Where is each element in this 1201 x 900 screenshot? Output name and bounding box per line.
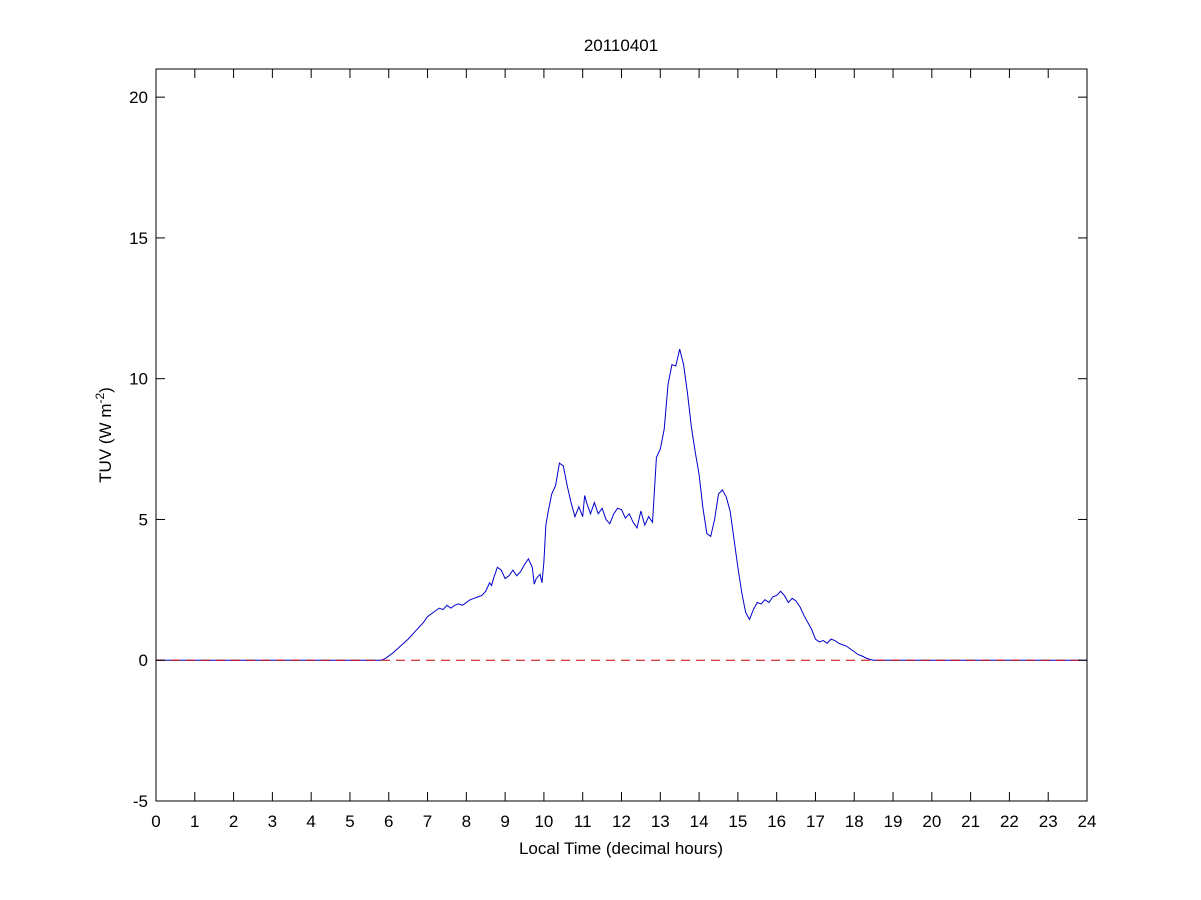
x-tick-label: 8 <box>462 812 471 831</box>
series-layer <box>156 349 1087 661</box>
plot-area: 0 1 2 3 4 5 6 7 8 9 10 11 12 13 14 15 16 17 18 19 20 21 22 23 24… <box>129 68 1096 831</box>
y-tick-label: 0 <box>139 651 148 670</box>
x-tick-label: 0 <box>151 812 160 831</box>
tuv-series-line <box>156 349 1087 661</box>
x-tick-label: 20 <box>922 812 941 831</box>
y-tick-label: 15 <box>129 229 148 248</box>
x-tick-label: 3 <box>268 812 277 831</box>
x-tick-label: 5 <box>345 812 354 831</box>
x-tick-label: 7 <box>423 812 432 831</box>
x-tick-label: 10 <box>534 812 553 831</box>
y-tick-label: 5 <box>139 510 148 529</box>
y-tick-label: -5 <box>133 792 148 811</box>
x-tick-label: 23 <box>1039 812 1058 831</box>
chart-title: 20110401 <box>584 36 658 55</box>
x-tick-label: 14 <box>690 812 709 831</box>
plot-background <box>156 69 1087 801</box>
x-tick-label: 1 <box>190 812 199 831</box>
x-tick-label: 16 <box>767 812 786 831</box>
x-tick-label: 4 <box>306 812 315 831</box>
x-axis-ticks: 0 1 2 3 4 5 6 7 8 9 10 11 12 13 14 15 16 17 18 19 20 21 22 23 24 <box>151 69 1096 831</box>
x-tick-label: 18 <box>845 812 864 831</box>
x-tick-label: 11 <box>574 812 592 831</box>
x-tick-label: 9 <box>500 812 509 831</box>
y-axis-label: TUV (W m-2) <box>93 387 115 483</box>
x-tick-label: 22 <box>1000 812 1019 831</box>
x-tick-label: 13 <box>651 812 670 831</box>
y-axis-label-main: TUV (W m <box>96 404 115 483</box>
x-tick-label: 2 <box>229 812 238 831</box>
x-tick-label: 17 <box>806 812 825 831</box>
x-axis-label: Local Time (decimal hours) <box>519 839 723 858</box>
x-tick-label: 19 <box>884 812 903 831</box>
x-tick-label: 24 <box>1078 812 1097 831</box>
x-tick-label: 6 <box>384 812 393 831</box>
y-axis-label-superscript: -2 <box>93 393 107 404</box>
y-tick-label: 10 <box>129 370 148 389</box>
x-tick-label: 15 <box>728 812 747 831</box>
x-tick-label: 21 <box>961 812 980 831</box>
y-axis-ticks: -5 0 5 10 15 20 <box>129 88 1087 811</box>
y-tick-label: 20 <box>129 88 148 107</box>
x-tick-label: 12 <box>612 812 631 831</box>
y-axis-label-close: ) <box>96 387 115 393</box>
